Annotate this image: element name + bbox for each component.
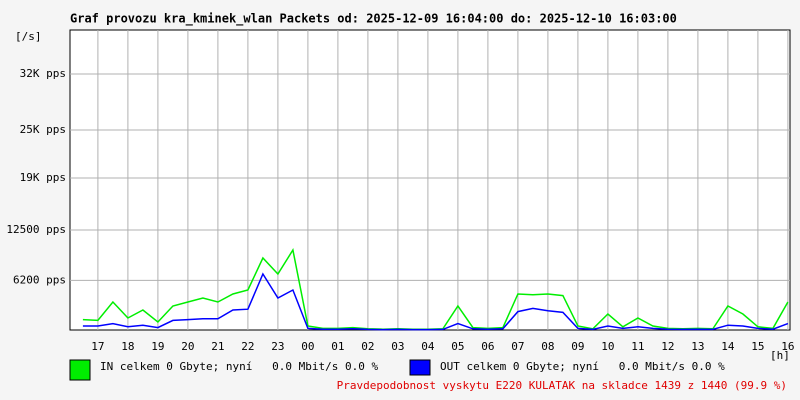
x-tick-label: 04 [421,340,435,353]
y-axis-label: [/s] [15,30,42,43]
y-tick-label: 25K pps [20,123,66,136]
x-tick-label: 23 [271,340,284,353]
x-tick-label: 11 [631,340,644,353]
x-tick-label: 06 [481,340,494,353]
x-tick-label: 22 [241,340,254,353]
x-tick-label: 18 [121,340,134,353]
x-tick-label: 13 [691,340,704,353]
x-tick-label: 17 [91,340,104,353]
footnote: Pravdepodobnost vyskytu E220 KULATAK na … [337,379,787,392]
x-tick-label: 05 [451,340,464,353]
x-tick-label: 08 [541,340,554,353]
x-tick-label: 14 [721,340,735,353]
legend-label: OUT celkem 0 Gbyte; nyní 0.0 Mbit/s 0.0 … [440,360,725,373]
plot-area [69,29,791,331]
x-tick-label: 19 [151,340,164,353]
x-tick-label: 01 [331,340,344,353]
x-tick-label: 02 [361,340,374,353]
y-tick-label: 19K pps [20,171,66,184]
x-tick-label: 16 [781,340,794,353]
x-tick-label: 09 [571,340,584,353]
legend-swatch [69,359,91,381]
chart-title: Graf provozu kra_kminek_wlan Packets od:… [70,12,677,27]
legend-swatch [409,359,431,376]
series-line [82,272,789,331]
x-tick-label: 20 [181,340,194,353]
x-tick-label: 00 [301,340,314,353]
x-tick-label: 21 [211,340,224,353]
x-tick-label: 12 [661,340,674,353]
y-tick-label: 32K pps [20,67,66,80]
x-tick-label: 15 [751,340,764,353]
y-tick-label: 6200 pps [13,273,66,286]
legend-label: IN celkem 0 Gbyte; nyní 0.0 Mbit/s 0.0 % [100,360,379,373]
x-tick-label: 07 [511,340,524,353]
x-tick-label: 10 [601,340,614,353]
y-tick-label: 12500 pps [6,223,66,236]
x-axis-label: [h] [770,349,790,362]
x-tick-label: 03 [391,340,404,353]
